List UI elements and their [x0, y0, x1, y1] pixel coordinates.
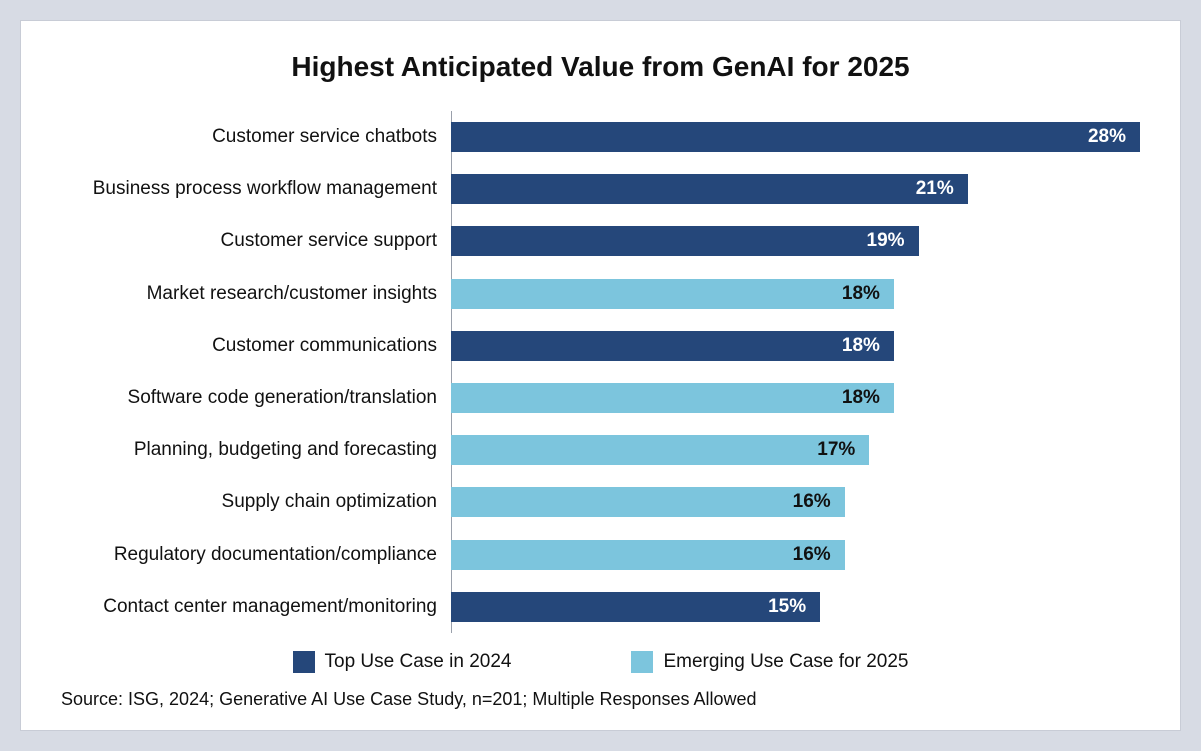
bar: 21%	[451, 174, 968, 204]
bar-value-label: 18%	[842, 387, 880, 409]
bar-row: Contact center management/monitoring 15%	[61, 585, 1140, 629]
bar-row: Market research/customer insights 18%	[61, 272, 1140, 316]
legend-swatch	[293, 651, 315, 673]
bar: 15%	[451, 592, 820, 622]
bar-value-label: 28%	[1088, 126, 1126, 148]
category-label: Customer service chatbots	[61, 126, 451, 148]
bar-track: 16%	[451, 540, 1140, 570]
bar-value-label: 15%	[768, 596, 806, 618]
bar-track: 18%	[451, 279, 1140, 309]
bar: 18%	[451, 279, 894, 309]
category-label: Market research/customer insights	[61, 283, 451, 305]
legend: Top Use Case in 2024 Emerging Use Case fo…	[61, 651, 1140, 673]
chart-panel: Highest Anticipated Value from GenAI for…	[20, 20, 1181, 731]
bar-track: 16%	[451, 487, 1140, 517]
bar-row: Customer service chatbots 28%	[61, 115, 1140, 159]
bar: 28%	[451, 122, 1140, 152]
category-label: Contact center management/monitoring	[61, 596, 451, 618]
bar-row: Software code generation/translation 18%	[61, 376, 1140, 420]
bar-track: 18%	[451, 383, 1140, 413]
bar-row: Customer communications 18%	[61, 324, 1140, 368]
category-label: Regulatory documentation/compliance	[61, 544, 451, 566]
bar-row: Supply chain optimization 16%	[61, 480, 1140, 524]
legend-swatch	[631, 651, 653, 673]
chart-title: Highest Anticipated Value from GenAI for…	[61, 51, 1140, 83]
bar-track: 15%	[451, 592, 1140, 622]
legend-item: Top Use Case in 2024	[293, 651, 512, 673]
category-label: Business process workflow management	[61, 178, 451, 200]
category-label: Customer communications	[61, 335, 451, 357]
bar-row: Customer service support 19%	[61, 219, 1140, 263]
legend-label: Top Use Case in 2024	[325, 651, 512, 673]
legend-label: Emerging Use Case for 2025	[663, 651, 908, 673]
category-label: Customer service support	[61, 230, 451, 252]
bar-rows: Customer service chatbots 28% Business pro…	[61, 111, 1140, 633]
category-label: Software code generation/translation	[61, 387, 451, 409]
bar-track: 18%	[451, 331, 1140, 361]
bar: 16%	[451, 540, 845, 570]
category-label: Planning, budgeting and forecasting	[61, 439, 451, 461]
bar-value-label: 16%	[793, 491, 831, 513]
bar-track: 21%	[451, 174, 1140, 204]
bar-track: 17%	[451, 435, 1140, 465]
bar: 18%	[451, 331, 894, 361]
chart-area: Customer service chatbots 28% Business pro…	[61, 111, 1140, 710]
bar: 16%	[451, 487, 845, 517]
bar: 17%	[451, 435, 869, 465]
bar-value-label: 18%	[842, 283, 880, 305]
bar: 18%	[451, 383, 894, 413]
bar-row: Planning, budgeting and forecasting 17%	[61, 428, 1140, 472]
bar-value-label: 18%	[842, 335, 880, 357]
bar-track: 28%	[451, 122, 1140, 152]
bar-track: 19%	[451, 226, 1140, 256]
bar-value-label: 16%	[793, 544, 831, 566]
bar-value-label: 21%	[916, 178, 954, 200]
legend-item: Emerging Use Case for 2025	[631, 651, 908, 673]
bar-row: Regulatory documentation/compliance 16%	[61, 533, 1140, 577]
bar-value-label: 19%	[867, 230, 905, 252]
bar: 19%	[451, 226, 919, 256]
category-label: Supply chain optimization	[61, 491, 451, 513]
bar-row: Business process workflow management 21%	[61, 167, 1140, 211]
bar-value-label: 17%	[817, 439, 855, 461]
source-note: Source: ISG, 2024; Generative AI Use Cas…	[61, 689, 1140, 710]
